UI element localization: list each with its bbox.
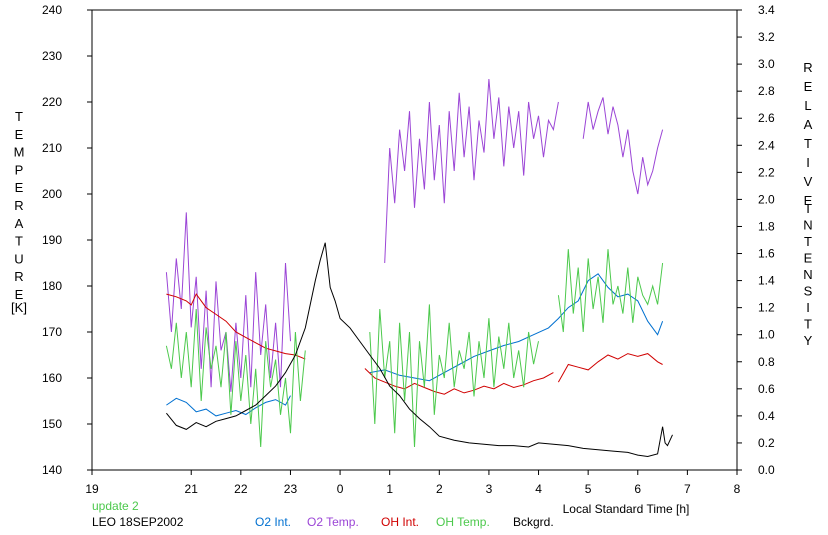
- right-title-letter: E: [804, 79, 813, 94]
- left-tick-label: 150: [42, 417, 62, 431]
- left-title-letter: E: [15, 287, 24, 302]
- left-title-letter: R: [14, 269, 23, 284]
- right-title-letter: T: [804, 136, 812, 151]
- right-title-letter: I: [806, 155, 810, 170]
- right-tick-label: 2.4: [758, 138, 775, 152]
- series-line-o2-temp: [165, 212, 291, 392]
- x-tick-label: 5: [585, 482, 592, 496]
- x-tick-label: 22: [234, 482, 248, 496]
- right-tick-label: 3.2: [758, 30, 775, 44]
- right-tick-label: 2.8: [758, 84, 775, 98]
- right-tick-label: 0.8: [758, 355, 775, 369]
- x-axis-label: Local Standard Time [h]: [563, 502, 690, 516]
- legend-entry: Bckgrd.: [513, 515, 554, 529]
- right-tick-label: 0.4: [758, 409, 775, 423]
- x-tick-label: 7: [684, 482, 691, 496]
- x-tick-label: 23: [284, 482, 298, 496]
- left-tick-label: 240: [42, 3, 62, 17]
- left-tick-label: 230: [42, 49, 62, 63]
- right-tick-label: 1.4: [758, 274, 775, 288]
- series-line-oh-temp: [369, 304, 539, 448]
- right-tick-label: 1.0: [758, 328, 775, 342]
- left-tick-label: 180: [42, 279, 62, 293]
- left-tick-label: 200: [42, 187, 62, 201]
- left-title-letter: P: [15, 162, 24, 177]
- right-tick-label: 2.2: [758, 165, 775, 179]
- left-tick-label: 210: [42, 141, 62, 155]
- series-line-o2-temp: [384, 78, 559, 264]
- x-tick-label: 0: [337, 482, 344, 496]
- legend-entry: O2 Temp.: [307, 515, 359, 529]
- left-tick-label: 190: [42, 233, 62, 247]
- left-tick-label: 160: [42, 371, 62, 385]
- x-tick-label: 1: [386, 482, 393, 496]
- left-y-axis: 140 150 160 170 180 190 200 210 220 230 240: [42, 3, 92, 477]
- series-line-oh-temp: [165, 308, 306, 448]
- left-title-letter: R: [14, 198, 23, 213]
- update-label: update 2: [92, 499, 139, 513]
- right-tick-label: 3.0: [758, 57, 775, 71]
- left-title-letter: A: [15, 216, 24, 231]
- series-line-o2-temp: [582, 97, 664, 195]
- right-title-letter: I: [806, 300, 810, 315]
- series-line-o2-int: [369, 273, 664, 382]
- right-tick-label: 0.2: [758, 436, 775, 450]
- left-tick-label: 140: [42, 463, 62, 477]
- legend-entry: O2 Int.: [255, 515, 291, 529]
- x-tick-label: 8: [734, 482, 741, 496]
- series-line-oh-temp: [557, 249, 664, 333]
- legend-entry: OH Temp.: [436, 515, 490, 529]
- left-title-letter: U: [14, 251, 23, 266]
- x-tick-label: 21: [185, 482, 199, 496]
- series-line-o2-int: [166, 395, 291, 417]
- left-tick-label: 220: [42, 95, 62, 109]
- x-axis: 19 21 22 23 0 1 2 3 4 5 6 7 8: [85, 470, 741, 496]
- left-title-letter: M: [14, 145, 25, 160]
- x-tick-label: 2: [436, 482, 443, 496]
- right-title-letter: N: [803, 218, 812, 233]
- right-tick-label: 1.6: [758, 247, 775, 261]
- x-tick-label: 6: [634, 482, 641, 496]
- right-title-letter: A: [804, 117, 813, 132]
- right-title-letter: Y: [804, 333, 813, 348]
- legend: O2 Int. O2 Temp. OH Int. OH Temp. Bckgrd.: [255, 515, 554, 529]
- x-tick-label: 4: [535, 482, 542, 496]
- right-tick-label: 3.4: [758, 3, 775, 17]
- series-group: [165, 78, 673, 458]
- right-title-letter: N: [803, 267, 812, 282]
- x-tick-label: 19: [85, 482, 99, 496]
- x-tick-label: 3: [486, 482, 493, 496]
- right-title-letter: R: [803, 60, 812, 75]
- station-date-label: LEO 18SEP2002: [92, 515, 184, 529]
- left-title-letter: E: [15, 127, 24, 142]
- right-title-letter: V: [804, 174, 813, 189]
- left-tick-label: 170: [42, 325, 62, 339]
- right-title-letter: E: [804, 251, 813, 266]
- right-y-axis: 0.0 0.2 0.4 0.6 0.8 1.0 1.2 1.4 1.6 1.8 2.0 2.2 2.4 2…: [737, 3, 775, 477]
- plot-frame: [91, 9, 738, 471]
- right-tick-label: 2.0: [758, 192, 775, 206]
- series-line-oh-int: [557, 353, 663, 383]
- right-tick-label: 0.6: [758, 382, 775, 396]
- right-title-letter: L: [804, 98, 811, 113]
- right-tick-label: 0.0: [758, 463, 775, 477]
- right-title-letter: E: [804, 193, 813, 208]
- legend-entry: OH Int.: [381, 515, 419, 529]
- left-title-letter: T: [15, 234, 23, 249]
- right-title-letter: T: [804, 234, 812, 249]
- right-title-letter: I: [806, 201, 810, 216]
- right-tick-label: 2.6: [758, 111, 775, 125]
- right-tick-label: 1.2: [758, 301, 775, 315]
- left-axis-unit: [K]: [11, 300, 27, 315]
- right-tick-label: 1.8: [758, 219, 775, 233]
- right-title-letter: S: [804, 284, 813, 299]
- left-title-letter: E: [15, 180, 24, 195]
- right-title-letter: T: [804, 317, 812, 332]
- series-line-bckgrd: [166, 242, 673, 458]
- left-title-letter: T: [15, 109, 23, 124]
- series-line-oh-int: [166, 293, 306, 360]
